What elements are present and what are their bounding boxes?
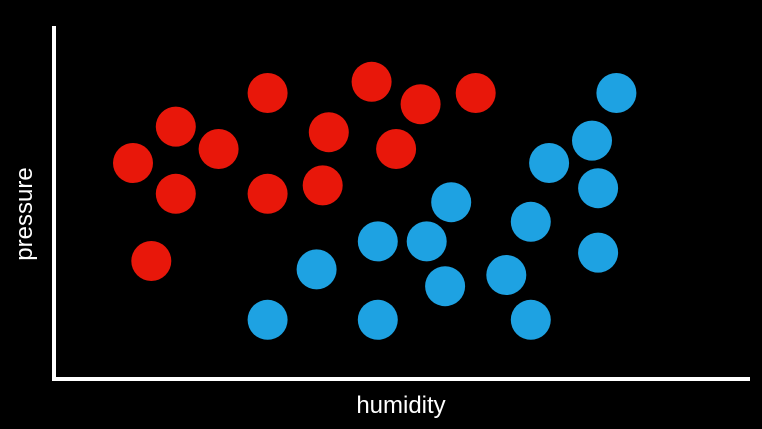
scatter-point-series2-14 (357, 299, 398, 340)
scatter-point-series2-13 (247, 299, 288, 340)
scatter-point-series2-3 (529, 143, 570, 183)
scatter-point-series1-6 (308, 112, 349, 153)
scatter-point-series1-3 (400, 84, 441, 125)
scatter-point-series2-2 (572, 120, 612, 161)
scatter-point-series2-1 (596, 73, 637, 113)
scatter-point-series1-11 (247, 173, 288, 214)
scatter-point-series2-7 (357, 221, 398, 262)
scatter-point-series2-10 (296, 249, 337, 290)
scatter-point-series1-2 (351, 61, 392, 102)
x-axis-label: humidity (356, 392, 445, 419)
scatter-point-series1-7 (198, 129, 239, 169)
scatter-point-series1-5 (155, 106, 196, 147)
y-axis-label: pressure (11, 167, 38, 260)
scatter-point-series2-15 (510, 299, 551, 340)
scatter-point-series2-11 (486, 255, 527, 295)
points-layer (113, 61, 637, 340)
scatter-point-series1-9 (113, 143, 153, 183)
scatter-point-series1-4 (455, 73, 496, 113)
scatter-point-series2-5 (431, 182, 472, 223)
scatter-point-series2-8 (406, 221, 447, 262)
scatter-point-series2-9 (578, 232, 619, 273)
scatter-point-series1-1 (247, 73, 288, 113)
scatter-point-series1-10 (155, 173, 196, 214)
scatter-point-series2-12 (425, 266, 466, 307)
scatter-point-series1-12 (302, 165, 343, 206)
scatter-point-series1-13 (131, 241, 172, 281)
scatter-point-series2-6 (510, 201, 551, 242)
scatter-point-series1-8 (376, 129, 417, 169)
scatter-point-series2-4 (578, 168, 619, 209)
